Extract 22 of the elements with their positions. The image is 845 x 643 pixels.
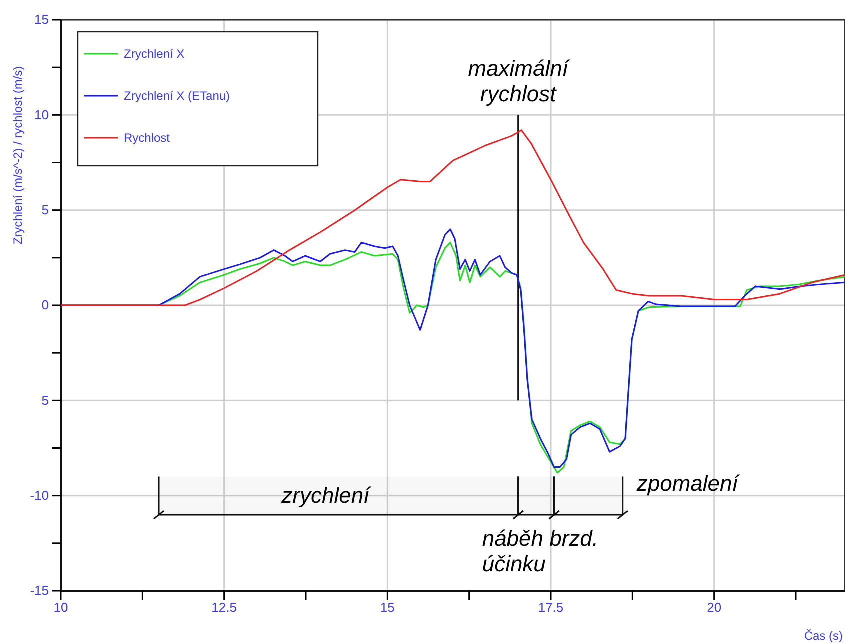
y-tick-label: 10 (34, 107, 49, 122)
x-tick-label: 20 (707, 600, 722, 616)
y-tick-label: -15 (30, 583, 49, 598)
y-tick-label: 15 (34, 12, 49, 28)
x-axis-title: Čas (s) (804, 629, 843, 643)
y-tick-label: -10 (30, 488, 49, 503)
band-label: zpomalení (636, 470, 740, 496)
x-tick-label: 17.5 (538, 600, 564, 616)
y-tick-label: 5 (42, 392, 49, 408)
y-tick-label: 0 (42, 298, 49, 313)
y-tick-label: 5 (42, 202, 49, 218)
x-tick-label: 10 (54, 600, 68, 616)
y-axis-title: Zrychlení (m/s^-2) / rychlost (m/s) (11, 66, 25, 245)
line-series (60, 130, 845, 306)
legend-label: Zrychlení X (124, 47, 185, 61)
band-label: náběh brzd. účinku (482, 526, 599, 576)
legend-label: Zrychlení X (ETanu) (124, 89, 230, 103)
band-label: zrychlení (280, 482, 372, 508)
ref-line-label: maximální rychlost (468, 56, 570, 106)
x-tick-label: 12.5 (212, 600, 237, 616)
x-tick-label: 15 (380, 600, 395, 616)
legend-label: Rychlost (124, 131, 171, 145)
